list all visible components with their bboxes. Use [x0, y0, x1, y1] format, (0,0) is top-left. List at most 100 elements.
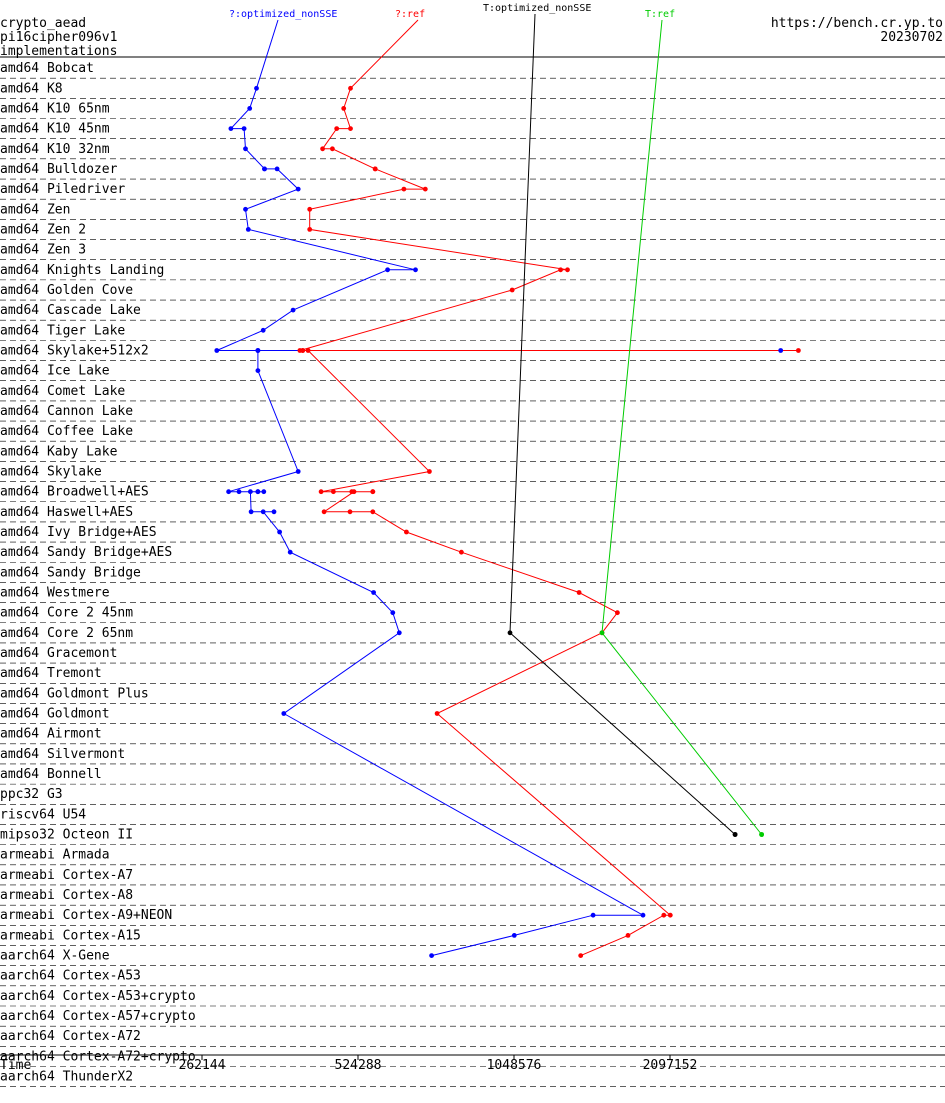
point-s0-3 [241, 126, 247, 131]
point-s0-8 [295, 186, 301, 192]
cpu-label-25: amd64 Sandy Bridge [0, 565, 141, 580]
point-s0-19 [255, 368, 261, 373]
cpu-label-33: amd64 Airmont [0, 727, 102, 742]
series-line-1 [299, 19, 799, 957]
cpu-label-49: aarch64 Cortex-A72+crypto [0, 1049, 196, 1064]
cpu-label-20: amd64 Skylake [0, 464, 102, 479]
cpu-label-39: armeabi Armada [0, 848, 110, 863]
point-s1-28 [347, 509, 353, 515]
cpu-label-3: amd64 K10 45nm [0, 122, 110, 137]
cpu-label-13: amd64 Tiger Lake [0, 323, 125, 338]
cpu-label-27: amd64 Core 2 45nm [0, 606, 133, 621]
point-s0-2 [228, 126, 234, 131]
cpu-label-26: amd64 Westmere [0, 586, 110, 601]
point-s0-12 [385, 267, 390, 273]
cpu-label-6: amd64 Piledriver [0, 182, 125, 197]
point-s0-1 [247, 106, 253, 111]
point-s0-31 [287, 549, 293, 555]
point-s0-21 [226, 489, 232, 495]
point-s1-31 [459, 549, 464, 555]
cpu-label-18: amd64 Coffee Lake [0, 424, 133, 439]
header-implementations: implementations [0, 44, 117, 59]
cpu-label-0: amd64 Bobcat [0, 61, 94, 76]
point-s0-14 [260, 327, 266, 333]
header-date: 20230702 [880, 30, 943, 45]
cpu-label-24: amd64 Sandy Bridge+AES [0, 545, 172, 560]
x-tick-label-3: 2097152 [643, 1058, 698, 1073]
point-s0-25 [261, 489, 267, 495]
point-s1-14 [509, 287, 515, 293]
cpu-label-10: amd64 Knights Landing [0, 263, 164, 278]
point-s1-16 [796, 348, 801, 353]
point-s0-35 [281, 711, 287, 716]
point-s1-0 [348, 85, 353, 91]
point-s0-33 [390, 610, 396, 616]
cpu-label-32: amd64 Goldmont [0, 707, 110, 722]
point-s0-30 [277, 529, 282, 535]
point-s0-6 [262, 166, 267, 172]
cpu-label-5: amd64 Bulldozer [0, 162, 118, 177]
point-s0-11 [413, 267, 418, 273]
cpu-label-23: amd64 Ivy Bridge+AES [0, 525, 157, 540]
point-s0-4 [243, 146, 248, 152]
point-s0-24 [255, 489, 261, 495]
cpu-label-35: amd64 Bonnell [0, 767, 102, 782]
cpu-label-47: aarch64 Cortex-A57+crypto [0, 1009, 196, 1024]
cpu-label-41: armeabi Cortex-A8 [0, 888, 133, 903]
cpu-label-4: amd64 K10 32nm [0, 142, 110, 157]
point-s3-0 [599, 630, 605, 636]
point-s1-3 [334, 126, 340, 131]
point-s1-20 [427, 469, 432, 474]
x-axis-label: Time [0, 1058, 31, 1073]
point-s0-18 [255, 348, 261, 353]
cpu-label-31: amd64 Goldmont Plus [0, 686, 149, 701]
cpu-label-1: amd64 K8 [0, 81, 63, 96]
cpu-label-8: amd64 Zen 2 [0, 222, 86, 237]
cpu-label-43: armeabi Cortex-A15 [0, 928, 141, 943]
series-line-0 [216, 19, 781, 957]
header-algorithm: pi16cipher096v1 [0, 30, 117, 45]
x-axis-ticks: 262144 524288 1048576 2097152 [179, 1055, 698, 1073]
point-s1-33 [615, 610, 620, 616]
cpu-label-37: riscv64 U54 [0, 807, 86, 822]
cpu-label-40: armeabi Cortex-A7 [0, 868, 133, 883]
cpu-label-36: ppc32 G3 [0, 787, 63, 802]
cpu-label-11: amd64 Golden Cove [0, 283, 133, 298]
point-s1-10 [307, 206, 313, 212]
legend-t-ref: T:ref [645, 9, 675, 20]
cpu-label-48: aarch64 Cortex-A72 [0, 1029, 141, 1044]
point-s3-2 [759, 832, 764, 837]
point-s0-34 [396, 630, 402, 636]
point-s0-38 [511, 933, 517, 938]
cpu-label-38: mipso32 Octeon II [0, 828, 133, 843]
point-s1-27 [321, 509, 327, 515]
legend-optimized-nonsse: ?:optimized_nonSSE [229, 9, 337, 20]
point-s1-13 [558, 267, 563, 273]
point-s0-28 [271, 509, 277, 515]
cpu-label-46: aarch64 Cortex-A53+crypto [0, 989, 196, 1004]
cpu-label-17: amd64 Cannon Lake [0, 404, 133, 419]
point-s2-0 [507, 630, 513, 636]
point-s1-21 [318, 489, 324, 495]
point-s1-18 [300, 348, 306, 353]
cpu-label-29: amd64 Gracemont [0, 646, 117, 661]
header-url: https://bench.cr.yp.to [771, 16, 943, 31]
legend-ref: ?:ref [395, 9, 425, 20]
point-s0-0 [254, 85, 259, 91]
point-s1-8 [422, 186, 428, 192]
cpu-label-14: amd64 Skylake+512x2 [0, 343, 149, 358]
point-s1-26 [351, 489, 357, 495]
point-s1-2 [348, 126, 353, 131]
cpu-label-15: amd64 Ice Lake [0, 364, 110, 379]
cpu-label-7: amd64 Zen [0, 202, 70, 217]
point-s0-36 [640, 912, 646, 918]
x-tick-label-0: 262144 [179, 1058, 226, 1073]
point-s1-22 [331, 489, 336, 495]
cpu-label-44: aarch64 X-Gene [0, 949, 110, 964]
series-line-3 [601, 19, 762, 835]
point-s1-32 [576, 590, 582, 595]
point-s0-20 [295, 469, 301, 474]
cpu-label-9: amd64 Zen 3 [0, 243, 86, 258]
header-primitive: crypto_aead [0, 16, 86, 31]
